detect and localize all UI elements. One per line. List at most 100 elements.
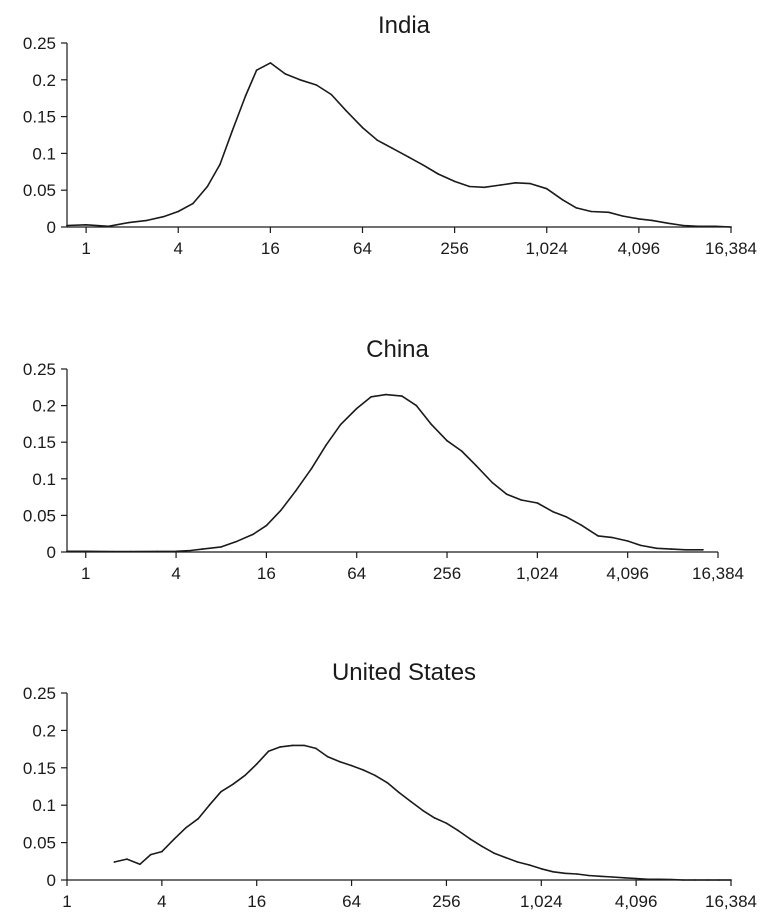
data-point	[457, 829, 460, 832]
data-point	[730, 879, 732, 881]
data-point	[370, 396, 373, 398]
data-point	[345, 109, 347, 112]
data-point	[232, 783, 234, 786]
data-point	[355, 407, 358, 410]
y-tick-label: 0.25	[23, 360, 56, 379]
data-point	[514, 182, 517, 184]
chart-title: China	[366, 336, 429, 363]
data-point	[267, 750, 270, 753]
data-point	[197, 817, 199, 820]
data-point	[635, 877, 637, 880]
data-point	[437, 173, 440, 175]
y-tick-label: 0.15	[23, 759, 56, 778]
data-point	[460, 450, 463, 452]
y-tick-label: 0.2	[32, 721, 56, 740]
x-tick-label: 1	[81, 239, 90, 258]
data-point	[391, 147, 394, 149]
data-point	[201, 548, 204, 550]
data-point	[623, 877, 626, 879]
data-point	[244, 774, 246, 777]
x-tick-label: 1	[62, 892, 71, 911]
data-point	[315, 747, 317, 750]
x-tick-label: 4,096	[606, 564, 649, 583]
x-tick-label: 256	[432, 892, 460, 911]
data-point	[219, 163, 221, 166]
chart-1: India 0 0.05 0.1 0.15 0.2 0.25 1 4 16 64 256 1,024 4,…	[23, 12, 757, 258]
data-point	[694, 879, 697, 881]
y-tick-label: 0.15	[23, 433, 56, 452]
data-point	[714, 225, 717, 228]
data-point	[206, 185, 209, 188]
data-point	[421, 809, 424, 812]
data-point	[161, 850, 163, 853]
data-point	[111, 550, 113, 553]
data-point	[702, 549, 704, 551]
x-tick-label: 1,024	[520, 892, 563, 911]
data-point	[177, 210, 179, 213]
x-tick-label: 16,384	[692, 564, 744, 583]
data-point	[294, 490, 297, 493]
x-tick-label: 64	[342, 892, 361, 911]
data-point	[682, 879, 685, 881]
y-tick-label: 0.1	[32, 144, 56, 163]
data-point	[265, 524, 268, 527]
y-tick-label: 0.2	[32, 397, 56, 416]
data-point	[607, 211, 610, 214]
data-point	[398, 791, 400, 794]
data-point	[682, 224, 685, 227]
data-point	[528, 864, 531, 866]
data-point	[468, 185, 471, 188]
y-tick-label: 0.05	[23, 834, 56, 853]
data-point	[718, 879, 720, 881]
data-point	[126, 858, 128, 860]
data-point	[299, 79, 301, 81]
x-tick-label: 1,024	[516, 564, 559, 583]
data-point	[576, 873, 578, 875]
data-point	[651, 219, 653, 222]
data-point	[481, 845, 483, 848]
data-point	[499, 184, 502, 186]
data-point	[590, 210, 592, 213]
data-point	[326, 755, 329, 758]
data-point	[185, 826, 187, 829]
x-tick-label: 4,096	[615, 892, 658, 911]
data-point	[128, 221, 130, 224]
data-point	[446, 439, 448, 442]
data-point	[85, 224, 87, 226]
x-tick-label: 16	[261, 239, 280, 258]
data-point	[162, 215, 165, 218]
x-tick-label: 1,024	[525, 239, 568, 258]
x-tick-label: 4	[171, 564, 180, 583]
chart-title: United States	[332, 659, 476, 686]
data-point	[580, 524, 582, 526]
data-point	[529, 182, 532, 185]
data-point	[599, 875, 602, 878]
data-point	[385, 393, 387, 396]
data-point	[469, 838, 471, 840]
data-point	[139, 863, 141, 866]
chart-2: China 0 0.05 0.1 0.15 0.2 0.25 1 4 16 64 256 1,024 4,…	[23, 336, 744, 583]
data-point	[107, 225, 110, 228]
data-point	[697, 225, 699, 228]
data-point	[339, 423, 342, 426]
data-point	[235, 541, 237, 543]
data-point	[475, 464, 477, 467]
series-line	[66, 62, 732, 228]
x-tick-label: 4	[157, 892, 166, 911]
data-point	[730, 226, 732, 228]
data-point	[255, 69, 258, 71]
data-point	[156, 550, 159, 553]
data-point	[189, 549, 192, 552]
data-point	[208, 804, 211, 806]
data-point	[670, 878, 673, 881]
data-point	[407, 156, 410, 158]
data-point	[520, 499, 523, 501]
data-point	[350, 764, 353, 767]
y-tick-label: 0	[47, 543, 56, 562]
data-point	[536, 502, 539, 504]
data-point	[433, 817, 436, 819]
data-point	[561, 199, 564, 201]
data-point	[66, 550, 68, 553]
data-point	[491, 481, 494, 484]
data-point	[626, 540, 629, 542]
